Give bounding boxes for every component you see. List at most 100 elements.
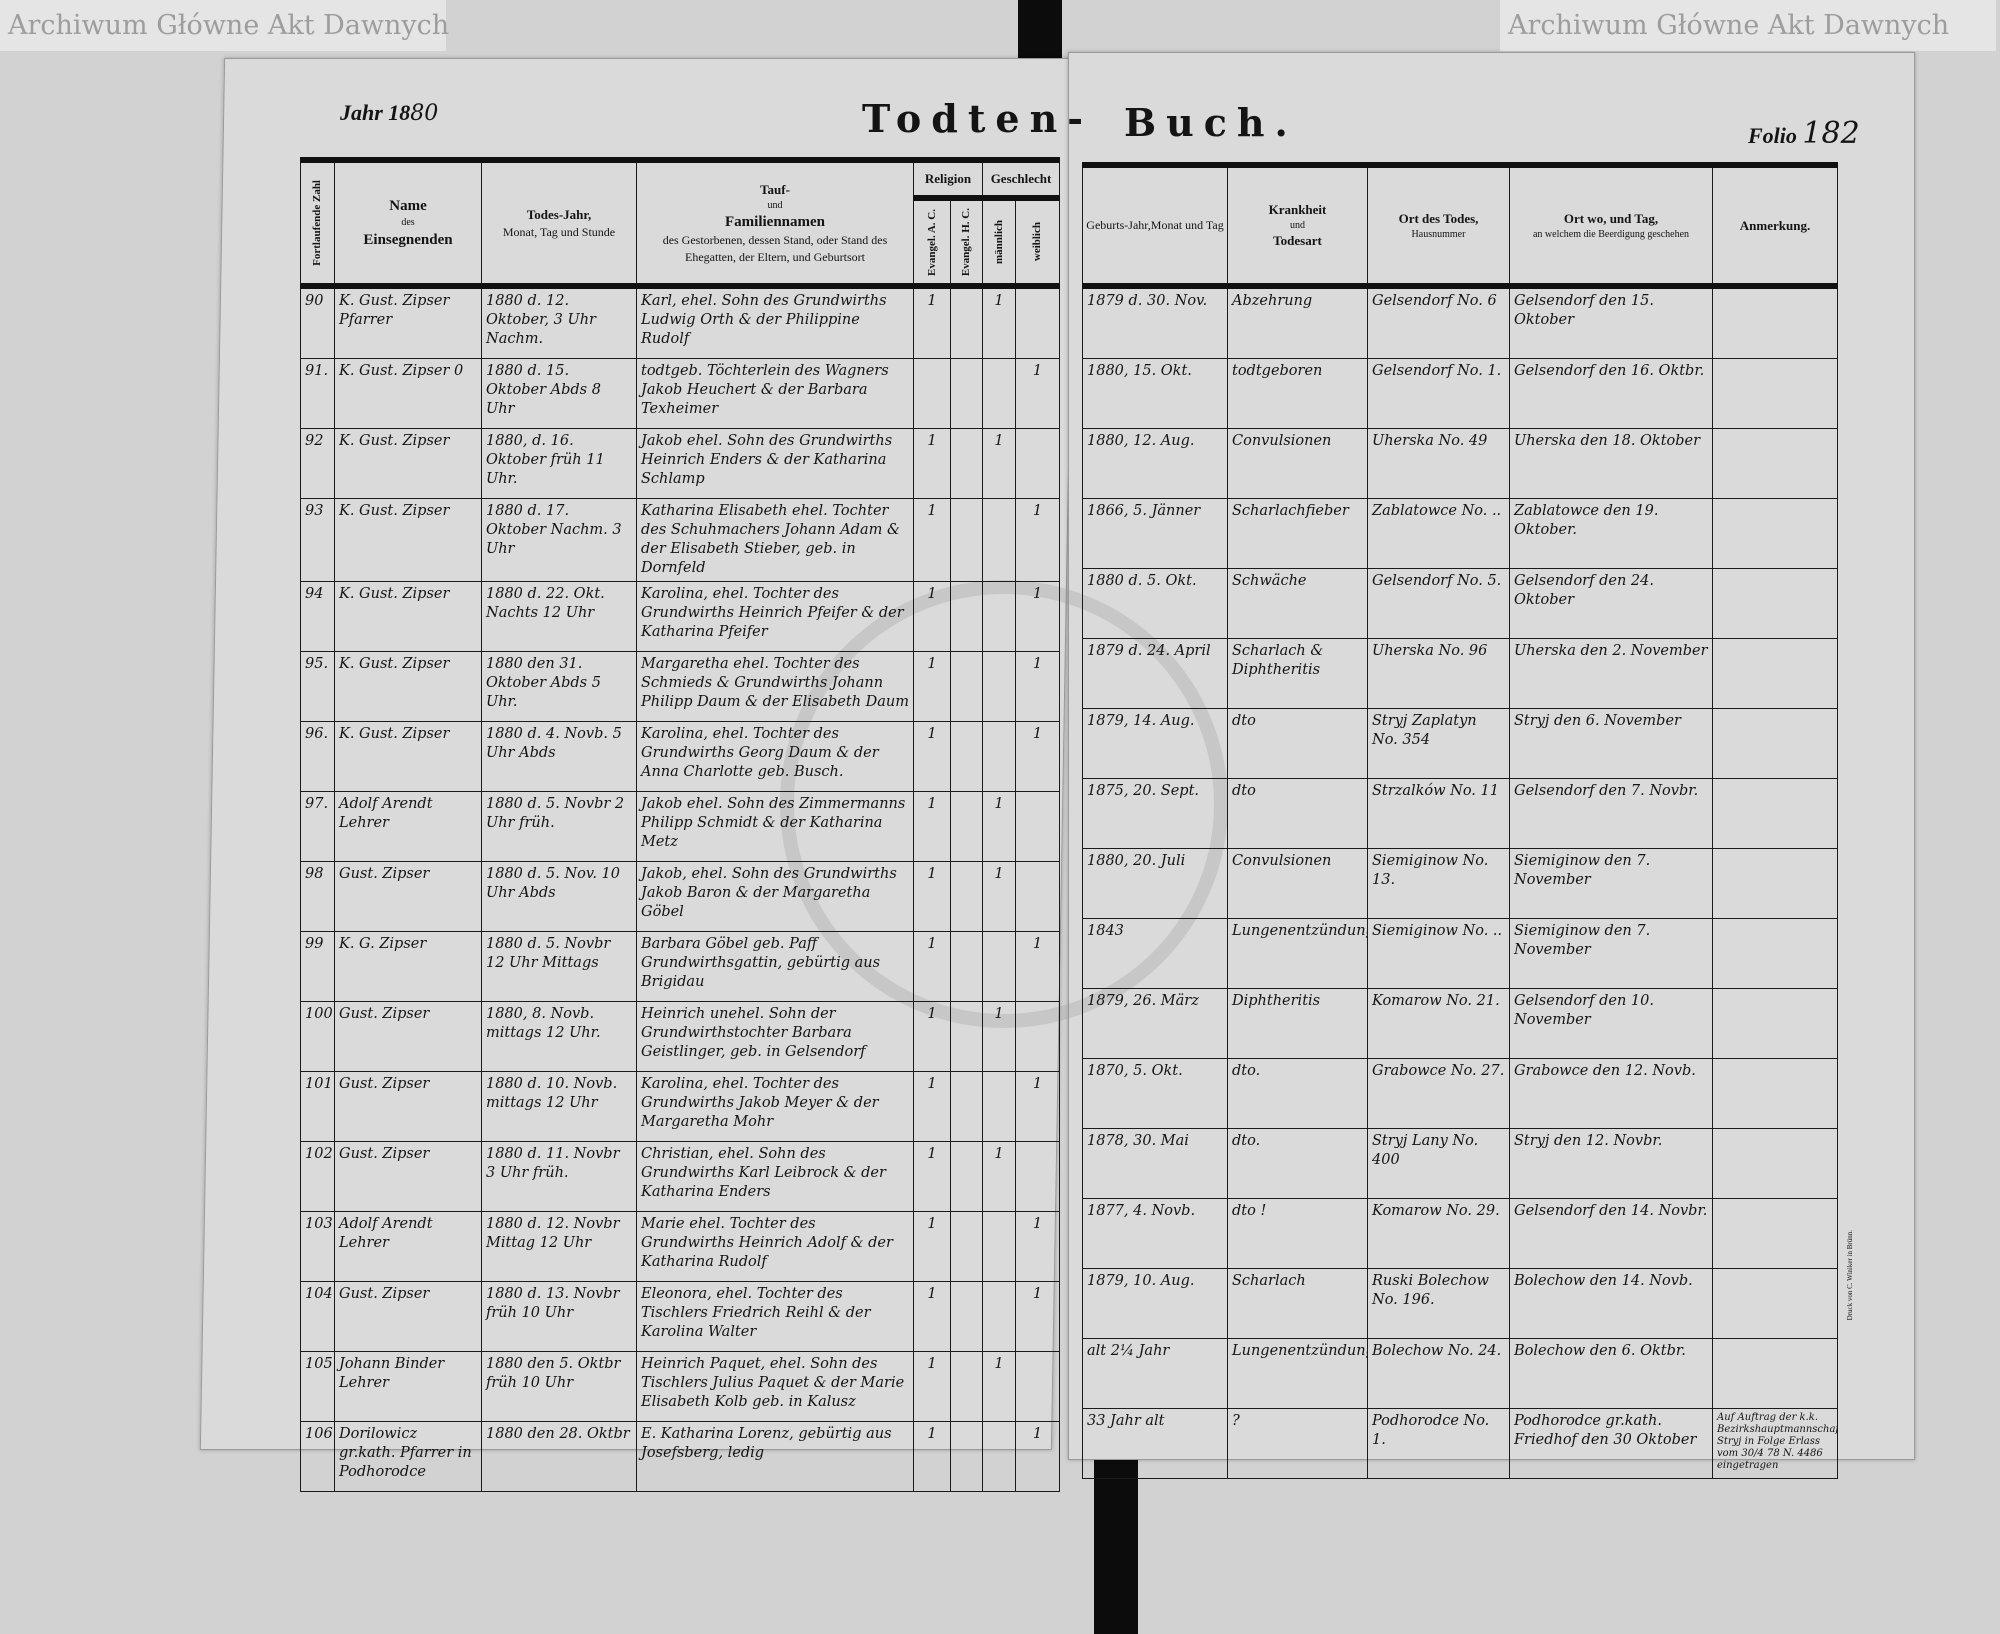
table-row: 33 Jahr alt? Podhorodce No. 1. Podhorodce … [1082,1408,1838,1479]
sex-male-mark [982,358,1017,429]
sex-male-mark [982,651,1017,722]
col-disease-header: Krankheit und Todesart [1227,164,1368,287]
sex-female-mark: 1 [1015,1071,1061,1142]
burial-place-date: Uherska den 18. Oktober [1509,428,1713,499]
death-date: 1880, 8. Novb. mittags 12 Uhr. [481,1001,637,1072]
remark: Auf Auftrag der k.k. Bezirkshauptmannsch… [1712,1408,1838,1479]
death-date: 1880, d. 16. Oktober früh 11 Uhr. [481,428,637,499]
cause-of-death: Diphtheritis [1227,988,1368,1059]
entry-number: 100 [300,1001,335,1072]
book-spine-top [1018,0,1062,58]
remark [1712,283,1838,359]
place-of-death: Ruski Bolechow No. 196. [1367,1268,1510,1339]
religion-ac-mark: 1 [913,1421,951,1492]
col-rel-ac-label: Evangel. A. C. [925,208,938,276]
col-name-header: Name des Einsegnenden [334,159,482,287]
col-place-header: Ort des Todes, Hausnummer [1367,164,1510,287]
burial-place-date: Zablatowce den 19. Oktober. [1509,498,1713,569]
remark [1712,498,1838,569]
burial-place-date: Stryj den 6. November [1509,708,1713,779]
col-burial-sub: an welchem die Beerdigung geschehen [1532,228,1690,240]
table-row: 1879 d. 30. Nov. Abzehrung Gelsendorf No. … [1082,283,1838,359]
remark [1712,1198,1838,1269]
religion-ac-mark: 1 [913,1071,951,1142]
birth-date: 1878, 30. Mai [1082,1128,1228,1199]
place-of-death: Komarow No. 29. [1367,1198,1510,1269]
col-death-sub: Monat, Tag und Stunde [502,224,616,239]
table-row: 95. K. Gust. Zipser 1880 den 31. Oktober A… [300,651,1061,722]
birth-date: 1879 d. 30. Nov. [1082,283,1228,359]
death-date: 1880 d. 15. Oktober Abds 8 Uhr [481,358,637,429]
cause-of-death: Scharlach [1227,1268,1368,1339]
sex-female-mark: 1 [1015,1211,1061,1282]
religion-ac-mark: 1 [913,1211,951,1282]
year-heading: Jahr 1880 [340,100,438,126]
col-burial-label: Ort wo, und Tag, [1563,210,1659,226]
table-row: 1880, 20. Juli Convulsionen Siemiginow No.… [1082,848,1838,919]
col-family-und: und [767,199,783,211]
place-of-death: Siemiginow No. 13. [1367,848,1510,919]
cause-of-death: dto [1227,708,1368,779]
deceased-family-names: Karolina, ehel. Tochter des Grundwirths … [636,721,914,792]
col-birth-sub: Monat und Tag [1150,218,1224,233]
place-of-death: Zablatowce No. .. [1367,498,1510,569]
table-row: 99 K. G. Zipser 1880 d. 5. Novbr 12 Uhr Mi… [300,931,1061,1002]
religion-hc-mark [949,1281,984,1352]
col-sex-w-header: weiblich [1015,197,1061,287]
deceased-family-names: Karolina, ehel. Tochter des Grundwirths … [636,581,914,652]
sex-male-mark [982,931,1017,1002]
death-date: 1880 d. 22. Okt. Nachts 12 Uhr [481,581,637,652]
table-row: 101 Gust. Zipser 1880 d. 10. Novb. mittags… [300,1071,1061,1142]
religion-hc-mark [949,1141,984,1212]
sex-male-mark: 1 [982,428,1017,499]
col-seq-label: Fortlaufende Zahl [311,180,324,266]
book-spine-bottom [1094,1452,1138,1634]
burial-place-date: Stryj den 12. Novbr. [1509,1128,1713,1199]
birth-date: 1880, 15. Okt. [1082,358,1228,429]
table-row: 1879, 10. Aug. Scharlach Ruski Bolechow No… [1082,1268,1838,1339]
col-disease-label-2: Todesart [1273,233,1322,249]
table-row: 106 Dorilowicz gr.kath. Pfarrer in Podhor… [300,1421,1061,1492]
table-row: 102 Gust. Zipser 1880 d. 11. Novbr 3 Uhr f… [300,1141,1061,1212]
religion-ac-mark: 1 [913,1351,951,1422]
col-rel-hc-header: Evangel. H. C. [949,197,984,287]
deceased-family-names: Eleonora, ehel. Tochter des Tischlers Fr… [636,1281,914,1352]
death-date: 1880 den 31. Oktober Abds 5 Uhr. [481,651,637,722]
officiant-name: K. Gust. Zipser [334,581,482,652]
sex-female-mark [1015,428,1061,499]
col-birth-header: Geburts-Jahr,Monat und Tag [1082,164,1228,287]
deceased-family-names: E. Katharina Lorenz, gebürtig aus Josefs… [636,1421,914,1492]
table-row: 1880 d. 5. Okt. Schwäche Gelsendorf No. 5.… [1082,568,1838,639]
burial-place-date: Gelsendorf den 16. Oktbr. [1509,358,1713,429]
col-birth-label: Geburts-Jahr, [1086,218,1151,233]
officiant-name: K. Gust. Zipser Pfarrer [334,283,482,359]
religion-hc-mark [949,651,984,722]
religion-ac-mark: 1 [913,931,951,1002]
col-religion-header: Religion [912,159,984,199]
cause-of-death: ? [1227,1408,1368,1479]
deceased-family-names: Karolina, ehel. Tochter des Grundwirths … [636,1071,914,1142]
table-row: 94 K. Gust. Zipser 1880 d. 22. Okt. Nachts… [300,581,1061,652]
religion-hc-mark [949,1351,984,1422]
sex-female-mark: 1 [1015,651,1061,722]
place-of-death: Gelsendorf No. 1. [1367,358,1510,429]
folio-heading: Folio 182 [1748,116,1860,151]
deceased-family-names: Karl, ehel. Sohn des Grundwirths Ludwig … [636,283,914,359]
sex-male-mark [982,1421,1017,1492]
col-rel-hc-label: Evangel. H. C. [960,207,973,277]
entry-number: 97. [300,791,335,862]
deceased-family-names: Margaretha ehel. Tochter des Schmieds & … [636,651,914,722]
table-row: 105 Johann Binder Lehrer 1880 den 5. Oktbr… [300,1351,1061,1422]
deceased-family-names: Jakob ehel. Sohn des Grundwirths Heinric… [636,428,914,499]
table-row: 92 K. Gust. Zipser 1880, d. 16. Oktober fr… [300,428,1061,499]
religion-hc-mark [949,1071,984,1142]
birth-date: alt 2¼ Jahr [1082,1338,1228,1409]
entry-number: 99 [300,931,335,1002]
religion-hc-mark [949,861,984,932]
sex-male-mark: 1 [982,1001,1017,1072]
officiant-name: K. Gust. Zipser [334,498,482,582]
col-seq-header: Fortlaufende Zahl [300,159,335,287]
officiant-name: Adolf Arendt Lehrer [334,1211,482,1282]
remark [1712,1268,1838,1339]
religion-ac-mark: 1 [913,1141,951,1212]
